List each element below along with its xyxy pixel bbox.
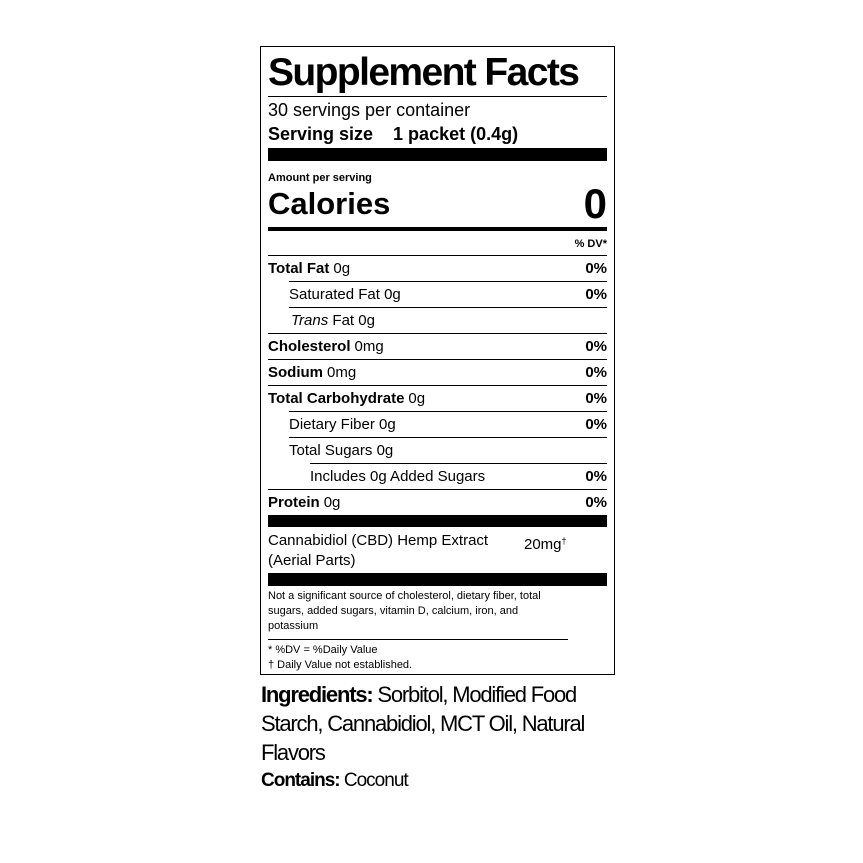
- contains-label: Contains:: [261, 770, 341, 791]
- nutrient-row: Sodium 0mg 0%: [268, 359, 607, 385]
- nutrient-amount: 0g: [358, 312, 375, 329]
- nutrient-amount: 0g: [376, 442, 394, 459]
- nutrient-row: Dietary Fiber 0g 0%: [289, 411, 607, 437]
- dv-header: % DV*: [268, 231, 607, 256]
- nutrient-name: Protein: [268, 494, 320, 511]
- nutrient-name: Cholesterol: [268, 338, 351, 355]
- servings: 30 servings per container: [268, 100, 471, 120]
- footnote: † Daily Value not established.: [268, 659, 413, 671]
- footnotes: * %DV = %Daily Value † Daily Value not e…: [268, 640, 607, 673]
- thick-rule: [268, 573, 607, 586]
- contains: Contains: Coconut: [261, 767, 409, 795]
- serving-size-label: Serving size: [268, 124, 374, 144]
- ingredients-label: Ingredients:: [261, 682, 374, 707]
- nutrient-amount: 0mg: [354, 338, 384, 355]
- nutrient-name: Includes 0g Added Sugars: [310, 468, 486, 485]
- calories-label: Calories: [268, 186, 391, 221]
- nutrient-row: Total Fat 0g 0%: [268, 256, 607, 281]
- nutrient-amount: 0mg: [327, 364, 357, 381]
- nutrient-amount: 0g: [323, 494, 341, 511]
- nutrient-row: Protein 0g 0%: [268, 489, 607, 515]
- nutrient-name: Fat: [332, 312, 355, 329]
- nutrient-amount: 0g: [408, 390, 426, 407]
- extract-name: Cannabidiol (CBD) Hemp Extract: [268, 532, 489, 549]
- contains-text: Coconut: [343, 770, 409, 791]
- extract-detail: (Aerial Parts): [268, 552, 356, 569]
- nutrient-dv: 0%: [585, 494, 607, 511]
- extract-amount: 20mg: [524, 536, 562, 553]
- nutrient-name: Total Fat: [268, 260, 330, 277]
- serving-size: Serving size 1 packet (0.4g): [268, 121, 607, 145]
- nutrient-row: Total Sugars 0g: [289, 437, 607, 463]
- nutrient-dv: 0%: [585, 390, 607, 407]
- amount-per-serving: Amount per serving: [268, 172, 372, 184]
- nutrient-row: Total Carbohydrate 0g 0%: [268, 385, 607, 411]
- nutrient-dv: 0%: [585, 286, 607, 303]
- nutrient-dv: 0%: [585, 416, 607, 433]
- nutrient-name: Total Sugars: [289, 442, 373, 459]
- nutrient-rows: Total Fat 0g 0% Saturated Fat 0g 0% Trans F…: [268, 256, 607, 515]
- thick-rule: [268, 515, 607, 527]
- supplement-facts-panel: Supplement Facts 30 servings per contain…: [260, 46, 615, 675]
- nutrient-name: Saturated Fat: [289, 286, 380, 303]
- nutrient-row: Cholesterol 0mg 0%: [268, 333, 607, 359]
- nutrient-name: Dietary Fiber: [289, 416, 375, 433]
- nutrient-dv: 0%: [585, 260, 607, 277]
- nutrient-amount: 0g: [333, 260, 351, 277]
- thick-rule: [268, 148, 607, 161]
- extract-row: Cannabidiol (CBD) Hemp Extract (Aerial P…: [268, 527, 607, 573]
- calories-value: 0: [583, 180, 607, 227]
- note: Not a significant source of cholesterol,…: [268, 586, 568, 640]
- nutrient-name: Total Carbohydrate: [268, 390, 405, 407]
- nutrient-row: Saturated Fat 0g 0%: [289, 281, 607, 307]
- nutrient-amount: 0g: [379, 416, 396, 433]
- nutrient-amount: 0g: [384, 286, 401, 303]
- calories: Calories 0: [268, 180, 607, 227]
- medium-rule: [268, 227, 607, 231]
- nutrient-dv: 0%: [585, 468, 607, 485]
- nutrient-dv: 0%: [585, 338, 607, 355]
- nutrient-name-italic: Trans: [291, 312, 329, 329]
- ingredients: Ingredients: Sorbitol, Modified Food Sta…: [261, 680, 601, 767]
- panel-title: Supplement Facts: [268, 47, 607, 97]
- nutrient-name: Sodium: [268, 364, 323, 381]
- serving-size-value: 1 packet (0.4g): [393, 124, 519, 144]
- extract-mark: †: [561, 536, 567, 546]
- nutrient-dv: 0%: [585, 364, 607, 381]
- ingredients-text: Sorbitol, Modified Food Starch, Cannabid…: [261, 682, 585, 765]
- nutrient-row: Includes 0g Added Sugars 0%: [310, 463, 607, 489]
- nutrient-row: Trans Fat 0g: [289, 307, 607, 333]
- footnote: * %DV = %Daily Value: [268, 644, 378, 656]
